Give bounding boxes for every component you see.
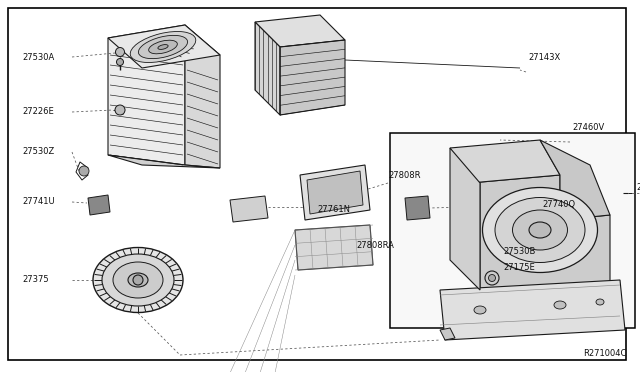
Polygon shape xyxy=(450,140,560,183)
Polygon shape xyxy=(307,171,363,214)
Text: 27530Z: 27530Z xyxy=(22,148,54,157)
Ellipse shape xyxy=(138,35,188,59)
Ellipse shape xyxy=(93,247,183,312)
Text: 27761N: 27761N xyxy=(317,205,350,215)
Polygon shape xyxy=(255,22,280,115)
Polygon shape xyxy=(88,195,110,215)
Polygon shape xyxy=(108,25,220,68)
Ellipse shape xyxy=(596,299,604,305)
Circle shape xyxy=(115,48,125,57)
Ellipse shape xyxy=(130,32,196,62)
Text: 27808R: 27808R xyxy=(388,171,420,180)
Ellipse shape xyxy=(102,254,174,306)
Polygon shape xyxy=(280,40,345,115)
Polygon shape xyxy=(440,328,455,340)
Text: 27460V: 27460V xyxy=(572,124,604,132)
Text: 27808RA: 27808RA xyxy=(356,241,394,250)
Circle shape xyxy=(116,58,124,65)
Polygon shape xyxy=(108,25,185,165)
Polygon shape xyxy=(470,175,610,305)
Polygon shape xyxy=(300,165,370,220)
Circle shape xyxy=(485,271,499,285)
Polygon shape xyxy=(405,196,430,220)
Text: 27226E: 27226E xyxy=(22,108,54,116)
Polygon shape xyxy=(185,25,220,168)
Text: 27530B: 27530B xyxy=(503,247,536,257)
Text: 27530A: 27530A xyxy=(22,52,54,61)
Circle shape xyxy=(115,105,125,115)
Ellipse shape xyxy=(529,222,551,238)
Ellipse shape xyxy=(128,273,148,287)
Polygon shape xyxy=(295,225,373,270)
Text: 27740Q: 27740Q xyxy=(542,201,575,209)
Polygon shape xyxy=(540,140,610,220)
Bar xyxy=(390,133,635,328)
Text: 27375: 27375 xyxy=(22,276,49,285)
Text: 27175E: 27175E xyxy=(503,263,535,272)
Polygon shape xyxy=(450,148,480,290)
Circle shape xyxy=(488,275,495,282)
Text: 27741U: 27741U xyxy=(22,198,54,206)
Ellipse shape xyxy=(113,262,163,298)
Ellipse shape xyxy=(158,45,168,49)
Text: 27740M: 27740M xyxy=(636,183,640,192)
Ellipse shape xyxy=(483,187,598,273)
Ellipse shape xyxy=(474,306,486,314)
Circle shape xyxy=(133,275,143,285)
Ellipse shape xyxy=(554,301,566,309)
Ellipse shape xyxy=(495,198,585,263)
Polygon shape xyxy=(108,155,220,168)
Text: R271004C: R271004C xyxy=(582,349,626,358)
Ellipse shape xyxy=(513,210,568,250)
Polygon shape xyxy=(230,196,268,222)
Circle shape xyxy=(79,166,89,176)
Polygon shape xyxy=(255,15,345,47)
Polygon shape xyxy=(440,280,625,340)
Ellipse shape xyxy=(148,40,177,54)
Text: 27143X: 27143X xyxy=(528,52,560,61)
